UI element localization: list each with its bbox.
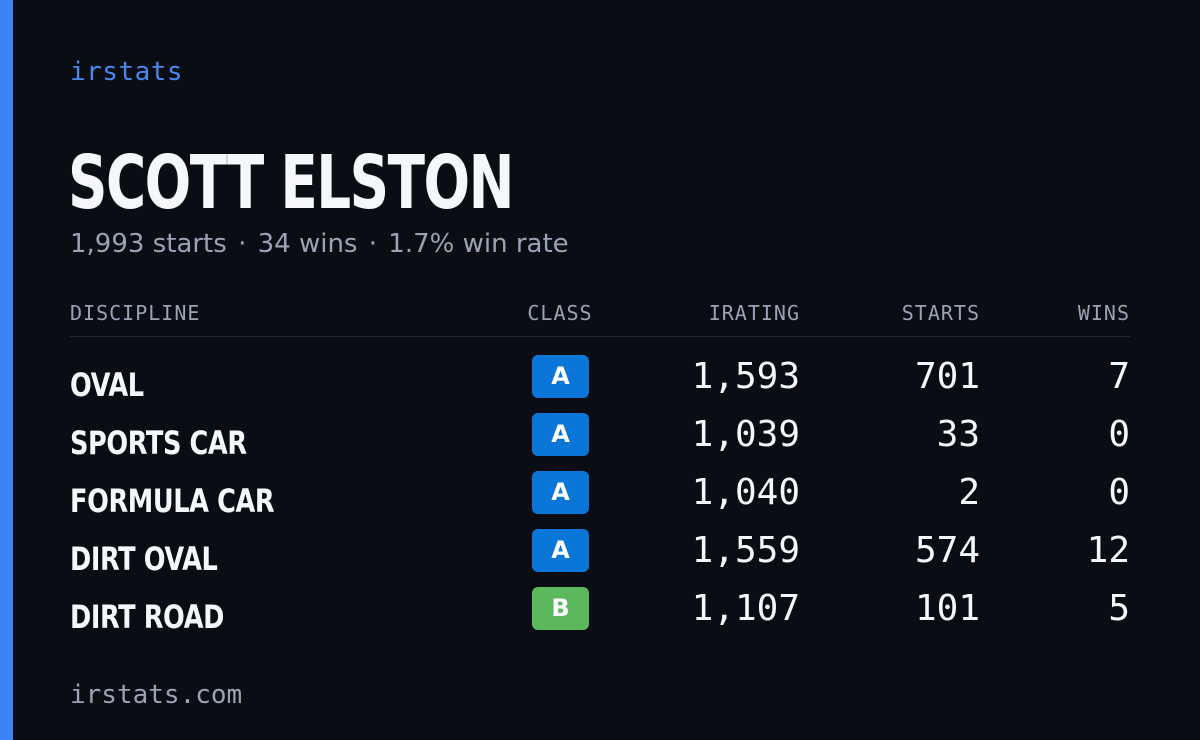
accent-bar [0,0,13,740]
discipline-stats-table: DISCIPLINE CLASS IRATING STARTS WINS OVA… [70,296,1130,643]
wins-value: 0 [1108,472,1130,513]
header-starts: STARTS [901,301,980,325]
summary-separator: · [238,229,247,259]
summary-wins: 34 wins [257,229,358,259]
table-header: DISCIPLINE CLASS IRATING STARTS WINS [70,296,1130,337]
starts-value: 101 [914,588,980,629]
discipline-name: DIRT ROAD [70,598,224,636]
starts-value: 701 [914,356,980,397]
class-badge: A [532,471,589,514]
discipline-name: SPORTS CAR [70,424,247,462]
header-class: CLASS [527,301,593,325]
header-wins: WINS [1077,301,1130,325]
driver-summary: 1,993 starts · 34 wins · 1.7% win rate [70,226,569,262]
summary-starts: 1,993 starts [70,229,227,259]
class-badge: B [532,587,589,630]
table-row: DIRT OVAL A 1,559 574 12 [70,527,1130,585]
wins-value: 5 [1108,588,1130,629]
header-irating: IRATING [708,301,800,325]
table-row: SPORTS CAR A 1,039 33 0 [70,411,1130,469]
wins-value: 7 [1108,356,1130,397]
summary-win-rate: 1.7% win rate [388,229,569,259]
brand-logo: irstats [70,57,184,87]
irating-value: 1,039 [691,414,800,455]
discipline-name: FORMULA CAR [70,482,275,520]
irating-value: 1,559 [691,530,800,571]
table-row: DIRT ROAD B 1,107 101 5 [70,585,1130,643]
table-row: OVAL A 1,593 701 7 [70,353,1130,411]
table-body: OVAL A 1,593 701 7 SPORTS CAR A 1,039 33… [70,353,1130,643]
class-badge: A [532,529,589,572]
irating-value: 1,593 [691,356,800,397]
table-row: FORMULA CAR A 1,040 2 0 [70,469,1130,527]
discipline-name: DIRT OVAL [70,540,218,578]
footer-url: irstats.com [70,680,243,710]
irating-value: 1,040 [691,472,800,513]
starts-value: 574 [914,530,980,571]
starts-value: 33 [936,414,980,455]
irating-value: 1,107 [691,588,800,629]
summary-separator: · [368,229,378,259]
discipline-name: OVAL [70,366,144,404]
class-badge: A [532,355,589,398]
wins-value: 0 [1108,414,1130,455]
starts-value: 2 [958,472,980,513]
class-badge: A [532,413,589,456]
driver-name: SCOTT ELSTON [68,140,514,226]
wins-value: 12 [1086,530,1130,571]
header-discipline: DISCIPLINE [70,301,201,325]
